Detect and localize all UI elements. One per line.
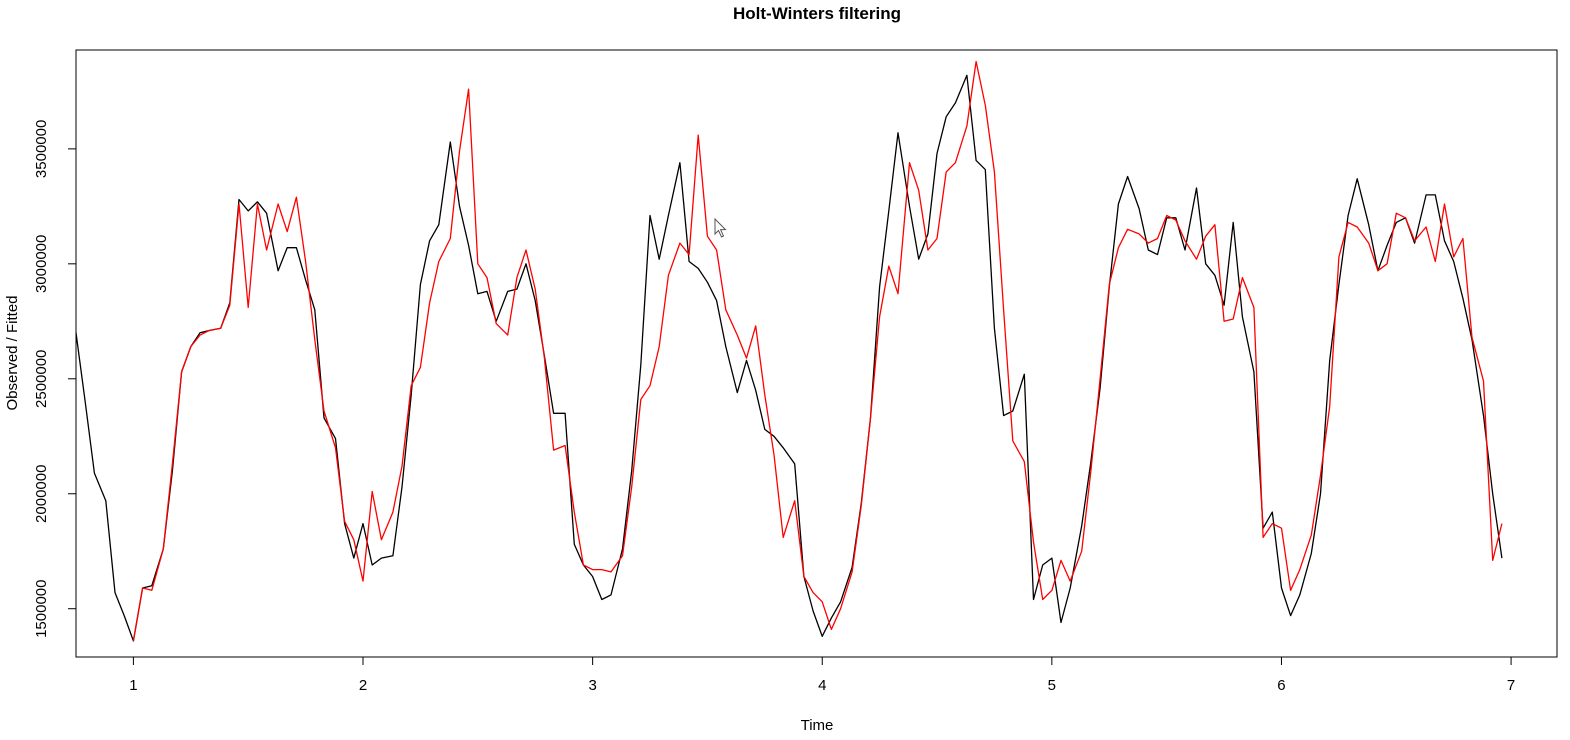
mouse-pointer-icon [714,218,727,238]
x-tick-label: 4 [818,677,826,694]
y-tick-label: 1500000 [33,580,50,638]
observed-series-line [75,74,1503,642]
fitted-series-line [132,60,1503,642]
x-tick-label: 2 [359,677,367,694]
x-tick-label: 5 [1048,677,1056,694]
x-tick-label: 3 [588,677,596,694]
x-tick-label: 6 [1277,677,1285,694]
x-tick-label: 7 [1507,677,1515,694]
y-tick-label: 2500000 [33,350,50,408]
plot-frame [75,49,1558,658]
x-axis-label: Time [801,717,834,734]
y-tick-label: 2000000 [33,465,50,523]
y-axis: 1500000 2000000 2500000 3000000 3500000 [33,120,76,638]
y-tick-label: 3000000 [33,235,50,293]
x-axis: 1 2 3 4 5 6 7 [129,657,1515,694]
series-layer [75,60,1503,642]
chart-title: Holt-Winters filtering [733,4,901,23]
x-tick-label: 1 [129,677,137,694]
y-axis-label: Observed / Fitted [4,295,21,410]
y-tick-label: 3500000 [33,120,50,178]
